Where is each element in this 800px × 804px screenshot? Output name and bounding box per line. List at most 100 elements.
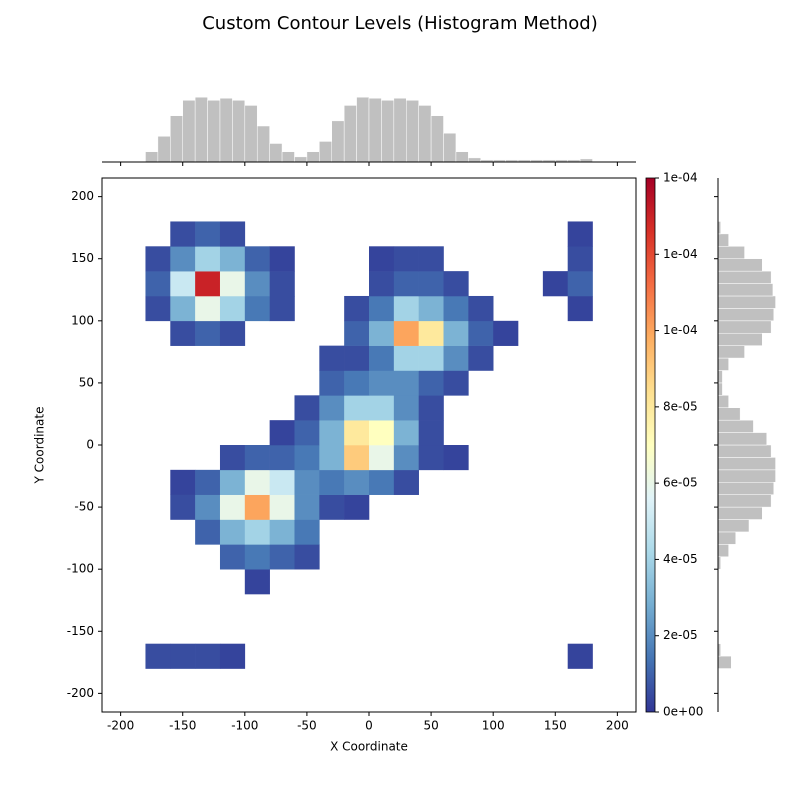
heatmap-cell bbox=[418, 320, 444, 346]
y-hist-bar bbox=[717, 432, 767, 446]
heatmap-cell bbox=[269, 469, 295, 495]
x-hist-bar bbox=[443, 132, 457, 163]
heatmap-cell bbox=[344, 320, 370, 346]
heatmap-cell bbox=[567, 295, 593, 322]
heatmap-cell bbox=[468, 345, 494, 371]
heatmap-cell bbox=[393, 271, 419, 297]
heatmap-cell bbox=[393, 395, 419, 421]
x-tick-label: 50 bbox=[423, 719, 438, 733]
heatmap-cell bbox=[219, 544, 246, 570]
heatmap-cell bbox=[219, 246, 246, 272]
heatmap-cell bbox=[468, 295, 494, 322]
heatmap-cell bbox=[344, 420, 370, 446]
heatmap-cell bbox=[219, 469, 246, 495]
y-hist-bar bbox=[717, 382, 723, 396]
heatmap-cell bbox=[195, 295, 221, 322]
heatmap-cell bbox=[294, 519, 320, 545]
heatmap-cell bbox=[294, 494, 320, 520]
x-hist-bar bbox=[145, 151, 159, 163]
heatmap-cell bbox=[269, 519, 295, 545]
heatmap-cell bbox=[567, 643, 593, 669]
x-tick-label: -50 bbox=[297, 719, 317, 733]
heatmap-cell bbox=[145, 295, 171, 322]
y-hist-bar bbox=[717, 233, 729, 247]
y-hist-bar bbox=[717, 494, 772, 508]
heatmap-cell bbox=[468, 320, 494, 346]
heatmap-cell bbox=[418, 345, 444, 371]
y-hist-bar bbox=[717, 544, 729, 558]
heatmap-cell bbox=[219, 271, 246, 297]
x-hist-bar bbox=[170, 115, 183, 163]
y-hist-bar bbox=[717, 370, 723, 384]
heatmap-cell bbox=[294, 544, 320, 570]
heatmap-cell bbox=[195, 246, 221, 272]
x-hist-bar bbox=[294, 156, 308, 163]
y-hist-bar bbox=[717, 506, 763, 520]
heatmap-cell bbox=[344, 494, 370, 520]
x-hist-bar bbox=[269, 143, 283, 163]
y-hist-bar bbox=[717, 295, 776, 309]
y-tick-label: -150 bbox=[67, 624, 94, 638]
heatmap-cell bbox=[219, 221, 246, 247]
x-hist-bar bbox=[157, 136, 171, 163]
heatmap-cell bbox=[244, 569, 270, 595]
heatmap-cell bbox=[244, 271, 270, 297]
heatmap-cell bbox=[195, 643, 221, 669]
y-hist-bar bbox=[717, 395, 729, 408]
heatmap-cell bbox=[195, 320, 221, 346]
heatmap-cell bbox=[219, 445, 246, 471]
heatmap-cell bbox=[319, 370, 345, 396]
heatmap-cell bbox=[294, 469, 320, 495]
x-tick-label: -150 bbox=[169, 719, 196, 733]
heatmap-cell bbox=[170, 271, 196, 297]
heatmap-cell bbox=[244, 445, 270, 471]
heatmap-cell bbox=[219, 494, 246, 520]
y-tick-label: 50 bbox=[79, 375, 94, 389]
x-hist-bar bbox=[393, 97, 407, 163]
colorbar-tick-label: 6e-05 bbox=[663, 476, 698, 490]
heatmap-cell bbox=[319, 469, 345, 495]
x-hist-bar bbox=[406, 100, 419, 163]
colorbar-tick-label: 1e-04 bbox=[663, 247, 698, 261]
heatmap-cell bbox=[195, 519, 221, 545]
heatmap-cell bbox=[294, 445, 320, 471]
heatmap-cell bbox=[219, 320, 246, 346]
x-hist-bar bbox=[281, 151, 295, 163]
colorbar bbox=[645, 177, 656, 713]
heatmap-cell bbox=[195, 494, 221, 520]
heatmap-cell bbox=[319, 395, 345, 421]
heatmap-cell bbox=[244, 519, 270, 545]
heatmap-cell bbox=[369, 320, 395, 346]
chart-title: Custom Contour Levels (Histogram Method) bbox=[202, 13, 598, 34]
heatmap-cell bbox=[567, 221, 593, 247]
y-hist-bar bbox=[717, 482, 775, 495]
heatmap-cell bbox=[244, 246, 270, 272]
colorbar-tick-label: 8e-05 bbox=[663, 399, 698, 413]
heatmap-cell bbox=[393, 320, 419, 346]
y-hist-bar bbox=[717, 531, 736, 545]
y-tick-label: 200 bbox=[71, 189, 94, 203]
y-tick-label: -200 bbox=[67, 686, 94, 700]
y-tick-label: -50 bbox=[74, 500, 94, 514]
heatmap-cell bbox=[319, 420, 345, 446]
colorbar-tick-label: 1e-04 bbox=[663, 323, 698, 337]
x-tick-label: -100 bbox=[231, 719, 258, 733]
x-hist-bar bbox=[244, 105, 258, 163]
heatmap-cell bbox=[170, 221, 196, 247]
y-hist-bar bbox=[717, 419, 754, 433]
heatmap-cell bbox=[344, 445, 370, 471]
x-hist-bar bbox=[194, 96, 208, 163]
heatmap-cell bbox=[393, 246, 419, 272]
y-hist-bar bbox=[717, 270, 772, 284]
heatmap-cell bbox=[567, 271, 593, 297]
x-hist-bar bbox=[430, 115, 444, 163]
x-axis-label: X Coordinate bbox=[330, 740, 408, 754]
heatmap-cell bbox=[219, 519, 246, 545]
heatmap-cell bbox=[195, 271, 221, 297]
heatmap-cell bbox=[418, 395, 444, 421]
y-hist-bar bbox=[717, 246, 745, 259]
x-hist-bar bbox=[368, 97, 382, 163]
heatmap-cell bbox=[418, 370, 444, 396]
y-tick-label: 100 bbox=[71, 313, 94, 327]
x-hist-bar bbox=[256, 125, 270, 163]
